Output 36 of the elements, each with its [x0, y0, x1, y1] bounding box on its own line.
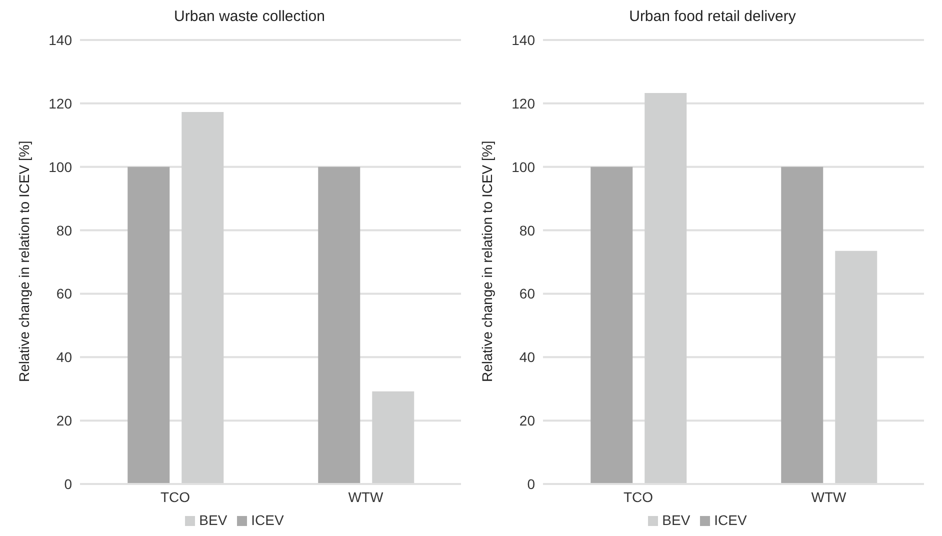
legend-label: BEV	[662, 512, 690, 528]
bar	[182, 112, 224, 484]
legend-label: ICEV	[251, 512, 284, 528]
y-tick-label: 60	[519, 286, 536, 302]
x-tick-label: TCO	[623, 488, 654, 505]
y-tick-label: 60	[56, 286, 72, 302]
y-tick-label: 20	[56, 412, 72, 429]
y-tick-label: 140	[48, 32, 72, 48]
chart-title: Urban waste collection	[173, 8, 326, 27]
bar	[590, 166, 633, 484]
chart-title: Urban food retail delivery	[628, 8, 797, 27]
y-tick-label: 120	[48, 95, 72, 112]
bar	[781, 166, 824, 484]
y-tick-label: 120	[512, 95, 536, 112]
y-tick-label: 140	[512, 32, 536, 48]
x-tick-label: WTW	[811, 488, 848, 505]
bar	[318, 166, 360, 484]
bar	[835, 250, 878, 484]
y-tick-label: 40	[519, 349, 536, 366]
y-tick-label: 40	[56, 349, 72, 366]
y-tick-label: 100	[512, 158, 536, 175]
y-tick-label: 0	[527, 476, 536, 492]
y-tick-label: 0	[64, 476, 72, 492]
y-tick-label: 80	[519, 222, 536, 238]
y-tick-label: 20	[519, 412, 536, 429]
bar	[128, 166, 170, 484]
y-axis-title: Relative change in relation to ICEV [%]	[478, 140, 495, 382]
legend-label: ICEV	[714, 512, 747, 528]
y-tick-label: 80	[56, 222, 72, 238]
x-tick-label: WTW	[348, 488, 384, 505]
legend-label: BEV	[199, 512, 228, 528]
y-tick-label: 100	[48, 158, 72, 175]
x-tick-label: TCO	[160, 488, 190, 505]
bar	[644, 92, 687, 484]
y-axis-title: Relative change in relation to ICEV [%]	[16, 140, 32, 382]
bar	[372, 391, 414, 484]
